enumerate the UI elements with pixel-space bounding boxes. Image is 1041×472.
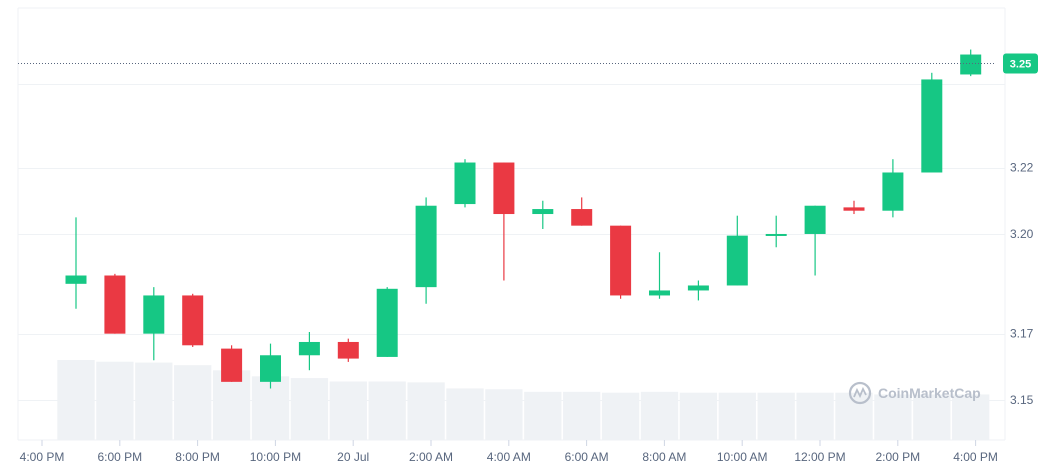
coinmarketcap-watermark: CoinMarketCap xyxy=(848,381,981,405)
candle-body xyxy=(921,79,943,173)
volume-bar xyxy=(212,370,251,440)
y-axis: 3.15 3.17 3.20 3.22 xyxy=(1010,161,1034,408)
x-tick-label: 2:00 AM xyxy=(409,450,453,464)
volume-bars xyxy=(57,360,990,440)
x-tick-label: 6:00 AM xyxy=(565,450,609,464)
candle-body xyxy=(610,225,632,296)
volume-bar xyxy=(874,394,912,440)
volume-bar xyxy=(524,391,562,440)
candle-body xyxy=(493,162,515,215)
volume-bar xyxy=(796,392,834,440)
candle-body xyxy=(649,290,670,296)
candle-body xyxy=(415,205,437,288)
candle-body xyxy=(532,209,554,215)
coinmarketcap-logo-mark xyxy=(853,386,867,399)
y-tick-label: 3.22 xyxy=(1010,161,1034,175)
x-tick-label: 20 Jul xyxy=(337,450,369,464)
volume-bar xyxy=(290,378,329,440)
x-tick-label: 6:00 PM xyxy=(97,450,142,464)
candlesticks xyxy=(65,49,982,389)
volume-bar xyxy=(96,361,134,440)
candle-body xyxy=(687,285,709,291)
volume-bar xyxy=(135,362,173,440)
y-tick-label: 3.15 xyxy=(1010,393,1034,407)
volume-bar xyxy=(952,394,990,440)
volume-bar xyxy=(601,392,640,440)
y-tick-label: 3.17 xyxy=(1010,327,1034,341)
candle-body xyxy=(726,235,748,286)
current-price-label: 3.25 xyxy=(1010,59,1031,71)
x-tick-label: 4:00 PM xyxy=(953,450,998,464)
x-tick-label: 4:00 PM xyxy=(20,450,65,464)
candle-body xyxy=(454,162,476,205)
volume-bar xyxy=(563,391,601,440)
x-tick-label: 4:00 AM xyxy=(487,450,531,464)
volume-bar xyxy=(640,391,679,440)
candle-body xyxy=(104,275,126,334)
volume-bar xyxy=(407,382,445,440)
x-tick-label: 8:00 AM xyxy=(642,450,686,464)
candle-body xyxy=(960,54,982,75)
x-axis: 4:00 PM 6:00 PM 8:00 PM 10:00 PM 20 Jul 2:00 … xyxy=(20,440,998,464)
volume-bar xyxy=(718,392,756,440)
volume-bar xyxy=(913,394,951,440)
x-tick-label: 2:00 PM xyxy=(875,450,920,464)
candle-body xyxy=(376,288,398,357)
candle-body xyxy=(882,172,904,211)
coinmarketcap-logo-icon xyxy=(848,381,872,405)
candle-body xyxy=(571,209,593,226)
current-price-line: 3.25 xyxy=(18,53,1038,74)
volume-bar xyxy=(174,365,212,440)
candle-body xyxy=(260,355,281,382)
x-tick-label: 10:00 AM xyxy=(717,450,768,464)
volume-bar xyxy=(368,381,406,440)
candle-body xyxy=(143,295,165,334)
volume-bar xyxy=(485,389,523,440)
candle-body xyxy=(765,233,787,236)
current-price-tag xyxy=(1003,53,1038,74)
candle-body xyxy=(843,207,865,211)
candle-body xyxy=(221,348,243,382)
candle-body xyxy=(182,295,204,346)
x-tick-label: 8:00 PM xyxy=(175,450,220,464)
y-tick-label: 3.20 xyxy=(1010,227,1034,241)
volume-bar xyxy=(329,381,367,440)
volume-bar xyxy=(679,392,718,440)
volume-bar xyxy=(446,388,484,440)
candle-body xyxy=(804,205,826,234)
volume-bar xyxy=(757,392,795,440)
candle-body xyxy=(337,341,359,359)
candle-body xyxy=(65,275,87,284)
watermark-text: CoinMarketCap xyxy=(878,385,981,401)
x-tick-label: 10:00 PM xyxy=(250,450,301,464)
x-tick-label: 12:00 PM xyxy=(794,450,845,464)
volume-bar xyxy=(57,360,95,440)
candle-body xyxy=(298,341,320,356)
